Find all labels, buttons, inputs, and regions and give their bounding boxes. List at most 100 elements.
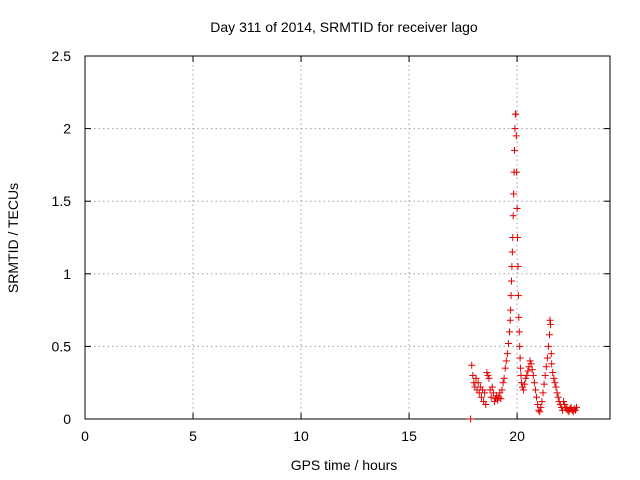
data-point [547, 350, 555, 358]
data-point [520, 386, 528, 394]
data-point [481, 389, 489, 397]
data-point [490, 398, 498, 406]
data-point [500, 374, 508, 382]
data-point [506, 316, 514, 324]
data-point [534, 400, 542, 408]
data-point [472, 374, 480, 382]
y-tick-label: 2.5 [52, 48, 72, 64]
y-tick-label: 1.5 [52, 193, 72, 209]
data-point [514, 234, 522, 241]
data-point [546, 331, 554, 339]
y-tick-label: 0 [63, 411, 71, 427]
data-point [571, 406, 579, 414]
data-point [484, 371, 492, 379]
x-tick-label: 10 [293, 428, 309, 444]
data-point [497, 395, 505, 403]
data-point [542, 363, 550, 371]
data-point [527, 360, 535, 368]
x-axis: 0 5 10 15 20 [81, 56, 525, 444]
data-point [538, 398, 546, 406]
data-point [554, 393, 562, 401]
data-point [531, 386, 539, 394]
x-tick-label: 20 [509, 428, 525, 444]
data-point [511, 146, 519, 154]
data-point [553, 389, 561, 397]
data-point [530, 379, 538, 387]
data-point [523, 371, 531, 379]
data-point [506, 328, 514, 336]
data-point [502, 357, 510, 365]
data-point [551, 379, 559, 387]
y-tick-label: 2 [63, 121, 71, 137]
data-point [529, 371, 537, 379]
data-point [537, 403, 545, 411]
data-point [548, 360, 556, 368]
data-point [474, 379, 482, 387]
data-point [487, 393, 495, 401]
data-point [517, 364, 525, 372]
data-point [517, 379, 525, 387]
data-point [508, 263, 516, 271]
data-point [469, 371, 477, 379]
data-point [513, 168, 521, 176]
data-point [508, 248, 516, 256]
data-point [483, 369, 491, 377]
data-point [539, 389, 547, 397]
data-point [512, 110, 520, 118]
data-point [514, 292, 522, 300]
data-point [507, 306, 515, 314]
data-point [467, 415, 475, 423]
data-point [546, 316, 554, 324]
y-axis-label: SRMTID / TECUs [5, 183, 21, 293]
data-point [550, 374, 558, 382]
data-series [467, 110, 581, 423]
data-point [561, 400, 569, 408]
data-point [526, 357, 534, 365]
data-point [494, 396, 502, 404]
data-point [482, 400, 490, 408]
x-tick-label: 5 [189, 428, 197, 444]
data-point [514, 263, 522, 271]
data-point [510, 190, 518, 198]
x-tick-label: 15 [401, 428, 417, 444]
data-point [528, 366, 536, 374]
y-tick-label: 1 [63, 266, 71, 282]
data-point [540, 380, 548, 388]
data-point [485, 374, 493, 382]
data-point [503, 350, 511, 358]
data-point [477, 393, 485, 401]
data-point [533, 393, 541, 401]
data-point [498, 386, 506, 394]
data-point [521, 380, 529, 388]
data-point [573, 403, 581, 411]
data-point [522, 374, 530, 382]
data-point [509, 212, 517, 220]
data-point [536, 408, 544, 416]
data-point [541, 371, 549, 379]
data-point [544, 342, 552, 350]
chart-title: Day 311 of 2014, SRMTID for receiver lag… [210, 19, 478, 35]
data-point [560, 398, 568, 406]
data-point [552, 383, 560, 391]
data-point [488, 383, 496, 391]
data-point [504, 339, 512, 347]
data-point [489, 389, 497, 397]
data-point [512, 132, 520, 140]
data-point [507, 292, 515, 300]
data-point [515, 313, 523, 321]
x-axis-label: GPS time / hours [291, 457, 398, 473]
x-tick-label: 0 [81, 428, 89, 444]
data-point [547, 321, 555, 329]
data-point [511, 125, 519, 133]
data-point [499, 379, 507, 387]
data-point [516, 342, 524, 350]
data-point [513, 204, 521, 212]
data-point [543, 354, 551, 362]
data-point [501, 364, 509, 372]
y-tick-label: 0.5 [52, 338, 72, 354]
data-point [515, 328, 523, 336]
data-point [468, 361, 476, 369]
data-point [524, 367, 532, 375]
data-point [507, 277, 515, 285]
